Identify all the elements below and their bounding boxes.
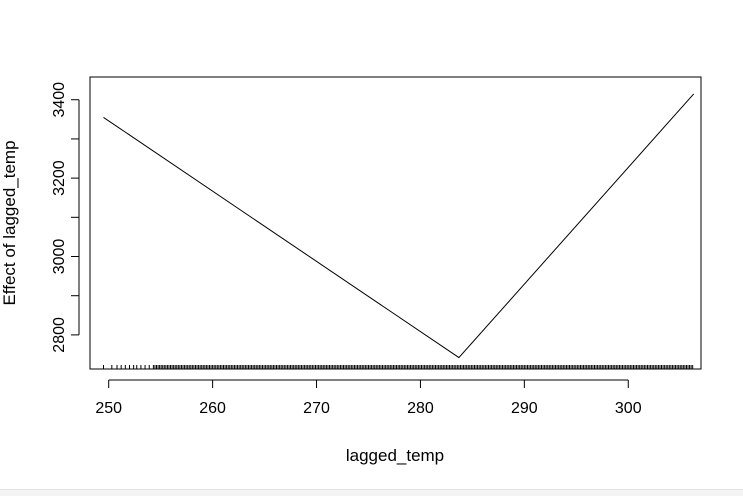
y-axis-title: Effect of lagged_temp — [0, 140, 19, 305]
bottom-scrollbar-strip — [0, 489, 743, 496]
x-axis: 250 260 270 280 290 300 — [95, 379, 642, 417]
plot-frame — [89, 76, 702, 370]
x-tick-label: 280 — [407, 400, 434, 417]
x-tick-label: 270 — [303, 400, 330, 417]
rug-marks — [103, 365, 694, 369]
x-axis-title: lagged_temp — [346, 446, 444, 465]
y-tick-label: 3200 — [51, 160, 68, 196]
x-tick-label: 250 — [95, 400, 122, 417]
x-tick-label: 300 — [615, 400, 642, 417]
y-tick-label: 2800 — [51, 317, 68, 353]
y-axis: 2800 3000 3200 3400 — [51, 82, 80, 353]
x-tick-label: 260 — [199, 400, 226, 417]
x-tick-label: 290 — [511, 400, 538, 417]
y-tick-label: 3000 — [51, 239, 68, 275]
y-tick-label: 3400 — [51, 82, 68, 118]
effect-line — [103, 93, 695, 359]
